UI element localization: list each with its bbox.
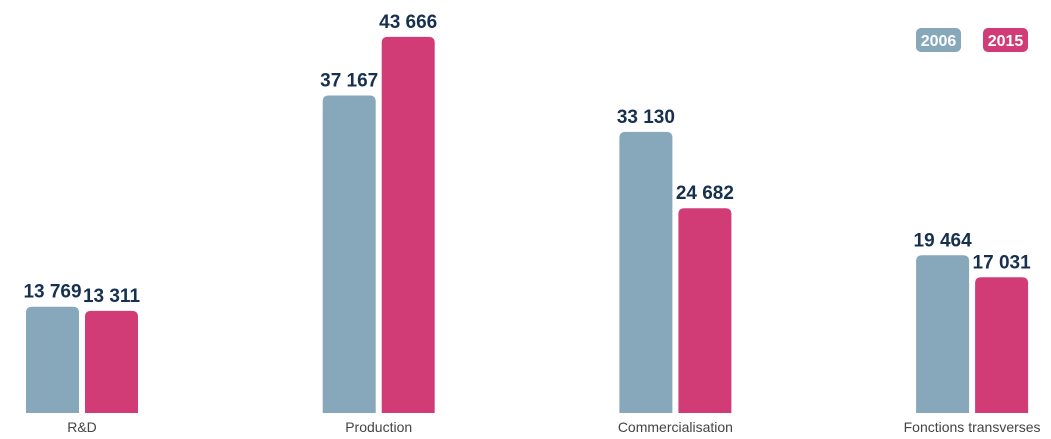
value-label: 13 769 [23, 282, 81, 303]
x-tick-label: Commercialisation [618, 419, 733, 435]
value-label: 19 464 [914, 230, 973, 251]
legend-label: 2006 [921, 33, 957, 50]
value-label: 24 682 [676, 183, 734, 204]
x-tick-label: Production [345, 419, 412, 435]
bar [85, 310, 138, 413]
value-label: 17 031 [973, 252, 1032, 273]
value-label: 37 167 [320, 70, 378, 91]
value-label: 13 311 [83, 286, 140, 307]
legend-label: 2015 [988, 33, 1024, 50]
bar [916, 255, 970, 413]
bar [381, 36, 435, 413]
x-tick-label: Fonctions transverses [904, 419, 1041, 435]
bar [975, 277, 1029, 413]
value-label: 43 666 [379, 12, 437, 33]
bar [26, 306, 79, 413]
legend-swatch [983, 28, 1028, 52]
bar [322, 95, 376, 413]
legend-swatch [916, 28, 961, 52]
x-tick-label: R&D [67, 419, 97, 435]
value-label: 33 130 [617, 107, 675, 128]
bar [678, 208, 732, 413]
bar [619, 131, 673, 413]
